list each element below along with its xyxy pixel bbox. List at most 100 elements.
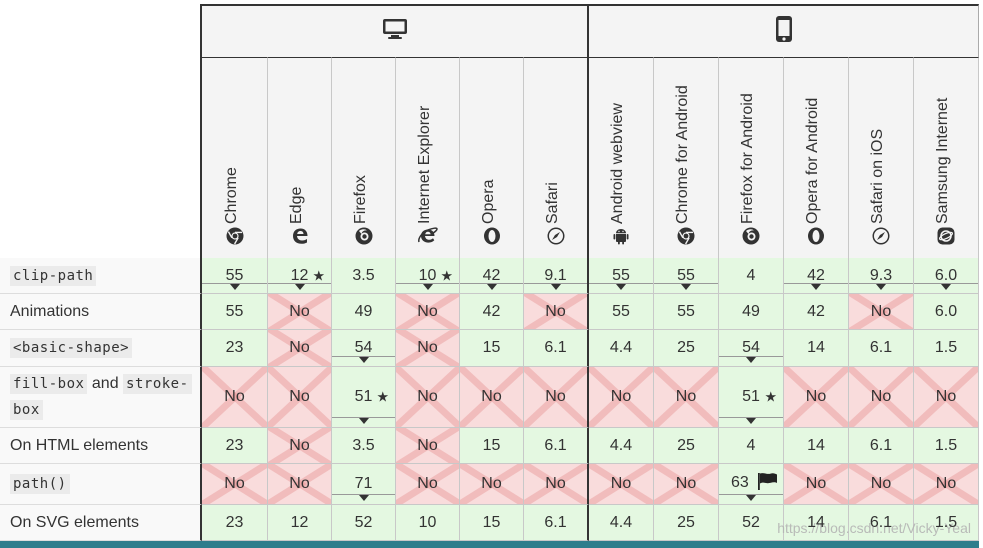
notes-divider [589,283,653,284]
notes-divider [396,283,459,284]
support-value: 52 [742,513,760,531]
support-cell: No [914,464,979,505]
platform-group-desktop [202,4,589,57]
support-cell[interactable]: 51 ★ [719,367,784,428]
support-cell: No [396,294,460,330]
support-value: 10 [418,266,437,284]
support-cell: 23 [202,428,268,464]
support-cell[interactable]: 71 [332,464,396,505]
notes-divider [332,356,395,357]
expand-notes-icon[interactable] [746,357,756,363]
support-cell[interactable]: 9.1 [524,258,589,294]
support-value: 1.5 [934,436,958,454]
support-value: No [545,302,566,320]
expand-notes-icon[interactable] [486,284,497,290]
support-cell[interactable]: 54 [719,330,784,367]
support-value: No [675,475,697,492]
support-cell: No [849,367,914,428]
feature-text: fill-box and stroke-box [10,371,192,423]
support-cell: 15 [460,505,524,541]
support-value: 42 [482,266,501,284]
browser-header-edge: Edge [268,57,332,258]
support-cell[interactable]: 51 ★ [332,367,396,428]
expand-notes-icon[interactable] [941,284,951,290]
support-value: No [481,388,502,405]
expand-notes-icon[interactable] [358,357,369,363]
expand-notes-icon[interactable] [746,418,756,424]
browser-header-firefox-for-android: Firefox for Android [719,57,784,258]
support-cell: 6.1 [524,505,589,541]
support-value: 3.5 [352,266,375,284]
expand-notes-icon[interactable] [811,284,821,290]
chrome-icon [226,227,244,250]
feature-text: On SVG elements [10,513,139,531]
support-cell[interactable]: 55 [589,258,654,294]
expand-notes-icon[interactable] [746,495,756,501]
support-value: 6.1 [544,339,567,356]
support-value: 55 [225,266,244,284]
support-value: 49 [742,302,760,320]
support-value: 6.0 [934,266,958,284]
support-cell[interactable]: 42 [460,258,524,294]
browser-header-internet-explorer: Internet Explorer [396,57,460,258]
browser-header-opera: Opera [460,57,524,258]
support-cell[interactable]: 6.0 [914,258,979,294]
support-cell: No [524,367,589,428]
support-cell: No [589,367,654,428]
support-cell[interactable]: 63 [719,464,784,505]
partial-support-star-icon: ★ [764,388,777,405]
watermark: https://blog.csdn.net/Vicky-Yeal [777,520,971,536]
support-cell: 42 [460,294,524,330]
feature-code: fill-box [10,374,88,394]
expand-notes-icon[interactable] [358,418,369,424]
support-cell[interactable]: 10 ★ [396,258,460,294]
support-cell: 1.5 [914,428,979,464]
feature-name: On SVG elements [0,505,202,541]
table-row: Animations 55 No 49 No 42 No 55 55 49 42 No 6.0 [0,294,979,330]
notes-divider [332,417,395,418]
support-value: 4 [746,436,756,454]
support-cell: 52 [719,505,784,541]
support-value: 54 [742,339,760,356]
support-cell: 55 [202,294,268,330]
support-value: 15 [482,513,501,531]
feature-name: Animations [0,294,202,330]
support-value: 9.1 [544,266,567,284]
safari-icon [547,227,565,250]
support-cell: 3.5 [332,428,396,464]
feature-code: box [10,400,43,420]
support-value: 42 [807,266,825,284]
browser-name: Opera for Android [804,97,821,224]
support-value: No [224,475,245,492]
support-value: 10 [418,513,437,531]
expand-notes-icon[interactable] [294,284,305,290]
support-cell: No [524,294,589,330]
table-row: fill-box and stroke-box No No 51 ★ No No No No No… [0,367,979,428]
expand-notes-icon[interactable] [229,284,240,290]
expand-notes-icon[interactable] [681,284,691,290]
support-value: 4.4 [609,339,633,356]
support-cell[interactable]: 12 ★ [268,258,332,294]
support-value: No [805,475,827,492]
support-cell[interactable]: 9.3 [849,258,914,294]
expand-notes-icon[interactable] [550,284,561,290]
expand-notes-icon[interactable] [616,284,626,290]
support-value: 54 [354,339,373,356]
support-cell: 55 [589,294,654,330]
expand-notes-icon[interactable] [422,284,433,290]
support-cell: No [202,464,268,505]
support-cell: 14 [784,428,849,464]
support-cell[interactable]: 42 [784,258,849,294]
support-value: 6.1 [544,513,567,531]
chrome-icon [677,227,695,250]
expand-notes-icon[interactable] [358,495,369,501]
support-cell[interactable]: 55 [654,258,719,294]
support-cell[interactable]: 55 [202,258,268,294]
table-row: path() No No 71 No No No No No 63 No No No [0,464,979,505]
expand-notes-icon[interactable] [876,284,886,290]
support-cell[interactable]: 54 [332,330,396,367]
android-icon [612,227,630,250]
support-value: No [675,388,697,405]
support-value: 4.4 [609,436,633,454]
support-cell: 52 [332,505,396,541]
